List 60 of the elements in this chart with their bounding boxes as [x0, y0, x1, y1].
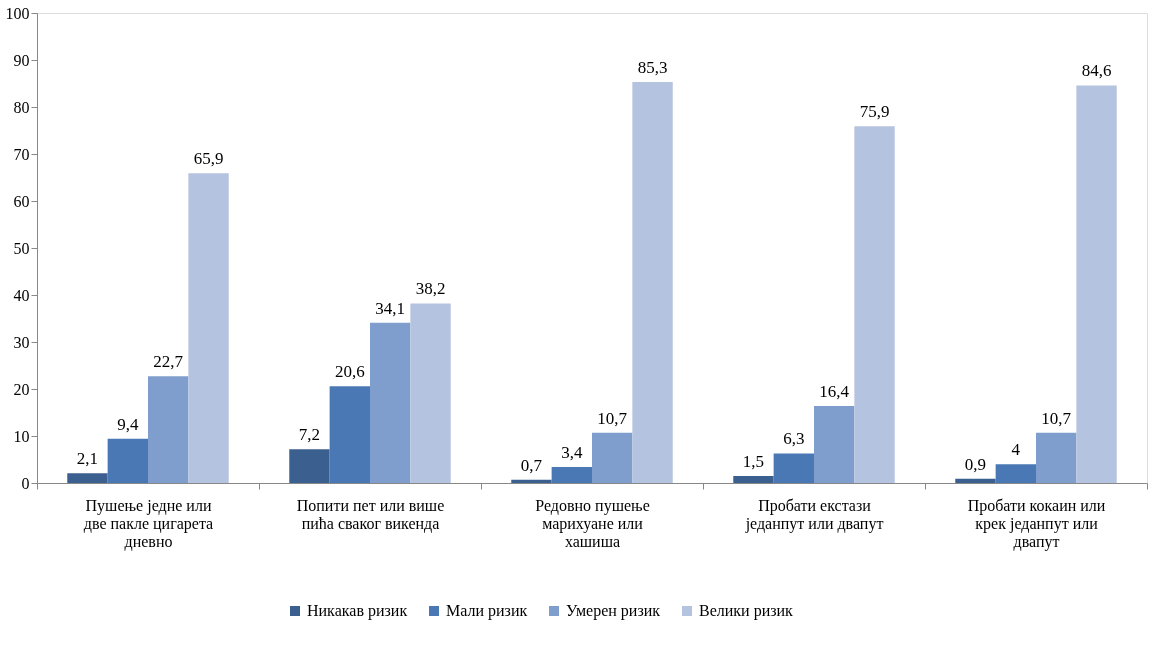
- y-tick-label: 70: [13, 145, 30, 163]
- legend-label: Мали ризик: [446, 602, 528, 620]
- bar: [814, 405, 855, 483]
- y-tick-label: 100: [5, 4, 30, 22]
- y-tick-label: 60: [13, 192, 30, 210]
- data-label: 20,6: [334, 362, 365, 382]
- data-label: 3,4: [561, 443, 583, 463]
- x-tick-label: Редовно пушење марихуане или хашиша: [535, 496, 650, 550]
- y-tick-label: 20: [13, 380, 30, 398]
- data-label: 7,2: [298, 425, 321, 445]
- data-label: 10,7: [597, 408, 628, 428]
- x-tick-label: Пробати кокаин или крек једанпут или двапут: [967, 496, 1106, 551]
- bar: [995, 464, 1036, 483]
- bar: [370, 322, 411, 483]
- y-tick-label: 80: [13, 98, 30, 116]
- bar: [188, 173, 229, 483]
- data-label: 65,9: [193, 149, 224, 169]
- data-label: 16,4: [819, 381, 850, 401]
- bar: [67, 473, 108, 483]
- data-label: 0,7: [520, 455, 543, 475]
- data-label: 10,7: [1041, 408, 1072, 428]
- y-tick-label: 10: [13, 427, 30, 445]
- data-label: 34,1: [375, 298, 406, 318]
- y-tick-label: 50: [13, 239, 30, 257]
- legend-label: Никакав ризик: [307, 602, 408, 620]
- data-label: 0,9: [964, 454, 987, 474]
- bar: [551, 467, 592, 483]
- bar: [1036, 432, 1077, 483]
- bar: [410, 303, 451, 483]
- legend-label: Велики ризик: [699, 602, 794, 620]
- bar: [592, 432, 633, 483]
- bar: [733, 475, 774, 483]
- x-tick-label: Попити пет или више пића сваког викенда: [296, 496, 445, 533]
- bar: [329, 386, 370, 483]
- bar: [773, 453, 814, 483]
- bar: [854, 126, 895, 483]
- data-label: 75,9: [859, 102, 890, 122]
- data-label: 2,1: [76, 449, 99, 469]
- data-label: 22,7: [153, 352, 184, 372]
- bar: [955, 478, 996, 483]
- bar: [289, 449, 330, 483]
- data-label: 1,5: [742, 451, 765, 471]
- bar: [107, 438, 148, 483]
- y-tick-label: 90: [13, 51, 30, 69]
- data-label: 6,3: [783, 429, 805, 449]
- y-tick-label: 40: [13, 286, 30, 304]
- bar: [632, 82, 673, 483]
- data-label: 38,2: [415, 279, 446, 299]
- x-tick-label: Пробати екстази једанпут или двапут: [744, 496, 884, 533]
- legend-label: Умерен ризик: [566, 602, 661, 620]
- bar: [1076, 85, 1117, 483]
- data-label: 84,6: [1081, 61, 1112, 81]
- data-label: 9,4: [117, 414, 139, 434]
- y-tick-label: 0: [21, 474, 30, 492]
- data-label: 85,3: [637, 58, 668, 78]
- bar: [511, 479, 552, 483]
- data-label: 4: [1011, 440, 1021, 460]
- x-tick-label: Пушење једне или две пакле цигарета дневно: [83, 496, 214, 551]
- bar: [148, 376, 189, 483]
- y-tick-label: 30: [13, 333, 30, 351]
